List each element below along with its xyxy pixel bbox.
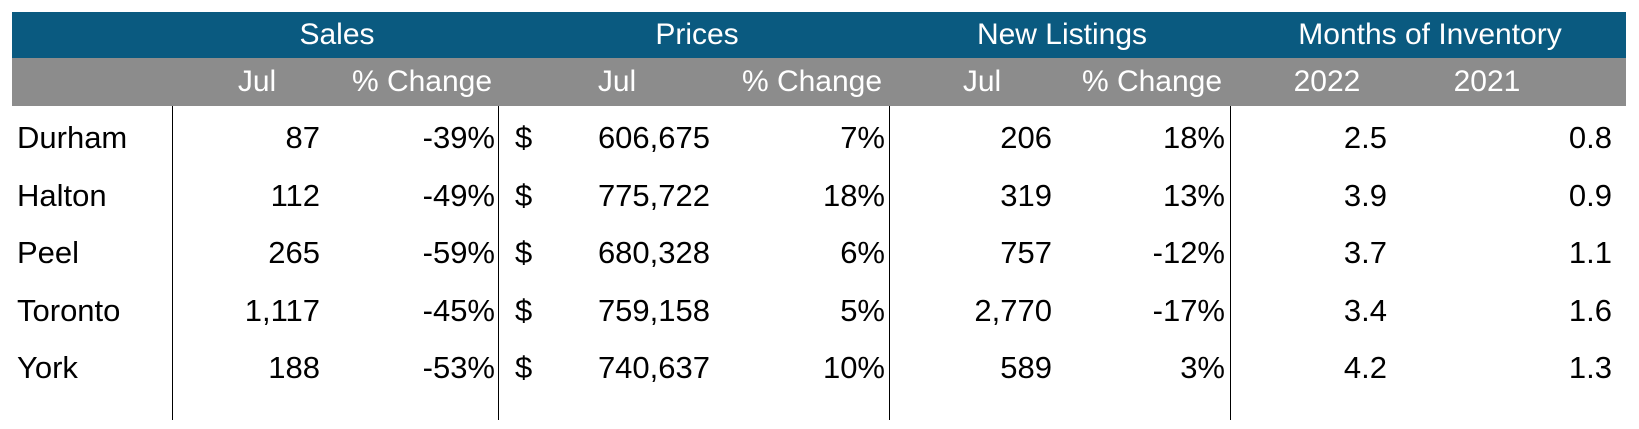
region-cell: Durham xyxy=(17,120,128,155)
region-cell: Halton xyxy=(17,177,107,213)
price-change-cell: 7% xyxy=(840,120,885,155)
sales-cell: 87 xyxy=(285,120,320,155)
region-cell: Toronto xyxy=(17,292,121,328)
sub-header-row: Jul % Change Jul % Change Jul % Change 2… xyxy=(12,58,1626,106)
group-header-new-listings: New Listings xyxy=(976,18,1148,51)
moi-2022-cell: 2.5 xyxy=(1343,120,1387,155)
sub-header-sales-month: Jul xyxy=(237,65,277,98)
listings-change-cell: -17% xyxy=(1152,292,1225,328)
sales-change-cell: -45% xyxy=(422,292,495,328)
moi-2021-cell: 0.8 xyxy=(1568,120,1612,155)
listings-change-cell: 13% xyxy=(1162,177,1225,213)
sales-change-cell: -53% xyxy=(422,350,495,385)
moi-2021-cell: 0.9 xyxy=(1568,177,1612,213)
price-change-cell: 5% xyxy=(840,292,885,328)
sales-cell: 265 xyxy=(268,235,320,270)
currency-cell: $ xyxy=(515,177,533,213)
sales-cell: 188 xyxy=(268,350,320,385)
moi-2022-cell: 3.7 xyxy=(1343,235,1387,270)
sales-cell: 1,117 xyxy=(244,292,320,328)
moi-2021-cell: 1.3 xyxy=(1568,350,1612,385)
moi-2021-cell: 1.1 xyxy=(1568,235,1612,270)
region-cell: Peel xyxy=(17,235,80,270)
currency-cell: $ xyxy=(515,235,533,270)
group-header-row: Sales Prices New Listings Months of Inve… xyxy=(12,12,1626,58)
moi-2022-cell: 4.2 xyxy=(1343,350,1387,385)
sales-change-cell: -59% xyxy=(422,235,495,270)
listings-cell: 589 xyxy=(1000,350,1052,385)
sub-header-listings-month: Jul xyxy=(962,65,1002,98)
sub-header-moi-2021: 2021 xyxy=(1453,65,1521,98)
divider-sales xyxy=(172,106,173,420)
listings-change-cell: 18% xyxy=(1162,120,1225,155)
divider-prices xyxy=(498,106,499,420)
price-cell: 740,637 xyxy=(597,350,710,385)
table-row: Halton 112 -49% $775,722 18% 319 13% 3.9 0.9 xyxy=(12,166,1626,226)
group-header-sales: Sales xyxy=(299,18,375,51)
table-row: York 188 -53% $740,637 10% 589 3% 4.2 1.3 xyxy=(12,338,1626,398)
group-header-months-of-inventory: Months of Inventory xyxy=(1298,18,1562,51)
sub-header-sales-change: % Change xyxy=(351,65,493,98)
price-cell: 759,158 xyxy=(597,292,710,328)
listings-cell: 2,770 xyxy=(974,292,1052,328)
moi-2022-cell: 3.9 xyxy=(1343,177,1387,213)
sales-change-cell: -49% xyxy=(422,177,495,213)
listings-cell: 206 xyxy=(1000,120,1052,155)
listings-change-cell: 3% xyxy=(1180,350,1225,385)
moi-2021-cell: 1.6 xyxy=(1568,292,1612,328)
listings-cell: 319 xyxy=(1000,177,1052,213)
price-cell: 606,675 xyxy=(597,120,710,155)
price-cell: 680,328 xyxy=(597,235,710,270)
sub-header-moi-2022: 2022 xyxy=(1293,65,1361,98)
currency-cell: $ xyxy=(515,120,533,155)
sales-cell: 112 xyxy=(270,177,320,213)
group-header-prices: Prices xyxy=(655,18,739,51)
price-change-cell: 6% xyxy=(840,235,885,270)
sub-header-prices-month: Jul xyxy=(597,65,637,98)
region-cell: York xyxy=(17,350,78,385)
listings-change-cell: -12% xyxy=(1152,235,1225,270)
price-change-cell: 18% xyxy=(822,177,885,213)
currency-cell: $ xyxy=(515,292,533,328)
table-row: Durham 87 -39% $606,675 7% 206 18% 2.5 0.8 xyxy=(12,108,1626,168)
table-row: Toronto 1,117 -45% $759,158 5% 2,770 -17% 3.4 1.… xyxy=(12,281,1626,341)
price-cell: 775,722 xyxy=(597,177,710,213)
listings-cell: 757 xyxy=(1000,235,1052,270)
sub-header-listings-change: % Change xyxy=(1081,65,1223,98)
currency-cell: $ xyxy=(515,350,533,385)
divider-inventory xyxy=(1230,106,1231,420)
table-row: Peel 265 -59% $680,328 6% 757 -12% 3.7 1.1 xyxy=(12,223,1626,283)
sub-header-prices-change: % Change xyxy=(741,65,883,98)
sales-change-cell: -39% xyxy=(422,120,495,155)
divider-listings xyxy=(889,106,890,420)
price-change-cell: 10% xyxy=(822,350,885,385)
moi-2022-cell: 3.4 xyxy=(1343,292,1387,328)
